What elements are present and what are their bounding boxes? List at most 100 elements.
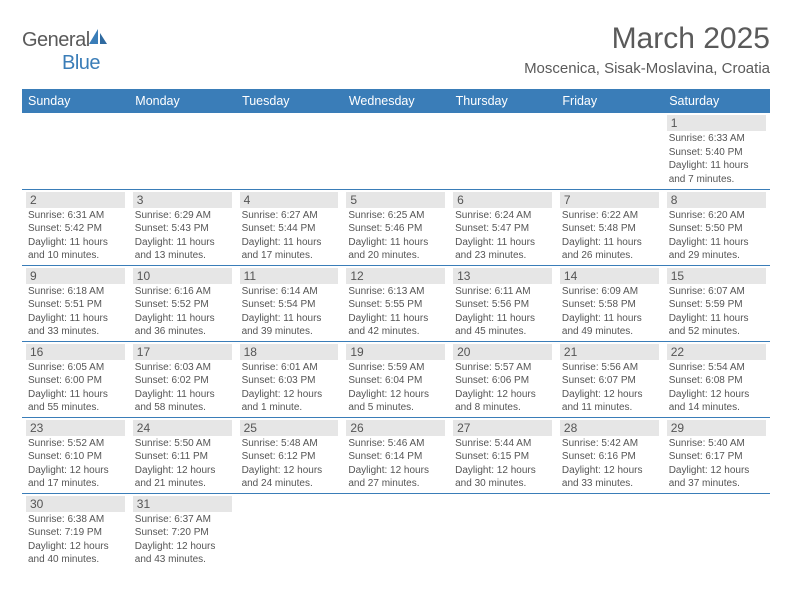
day-number: 30	[26, 496, 125, 512]
weekday-sun: Sunday	[22, 89, 129, 113]
sunrise-text: Sunrise: 5:44 AM	[455, 437, 550, 451]
day-number: 5	[346, 192, 445, 208]
calendar-row: 16Sunrise: 6:05 AMSunset: 6:00 PMDayligh…	[22, 341, 770, 417]
sunrise-text: Sunrise: 6:13 AM	[348, 285, 443, 299]
day-info: Sunrise: 6:37 AMSunset: 7:20 PMDaylight:…	[133, 513, 232, 567]
calendar-cell: 22Sunrise: 5:54 AMSunset: 6:08 PMDayligh…	[663, 341, 770, 417]
logo-text-1: General	[22, 29, 90, 51]
sunrise-text: Sunrise: 6:05 AM	[28, 361, 123, 375]
sunset-text: Sunset: 6:15 PM	[455, 450, 550, 464]
sunrise-text: Sunrise: 5:54 AM	[669, 361, 764, 375]
sunrise-text: Sunrise: 5:50 AM	[135, 437, 230, 451]
day-info: Sunrise: 5:40 AMSunset: 6:17 PMDaylight:…	[667, 437, 766, 491]
sunset-text: Sunset: 5:52 PM	[135, 298, 230, 312]
day-info: Sunrise: 6:01 AMSunset: 6:03 PMDaylight:…	[240, 361, 339, 415]
calendar-row: 23Sunrise: 5:52 AMSunset: 6:10 PMDayligh…	[22, 417, 770, 493]
sunset-text: Sunset: 5:44 PM	[242, 222, 337, 236]
daylight-text: Daylight: 11 hours and 23 minutes.	[455, 236, 550, 263]
sunset-text: Sunset: 5:40 PM	[669, 146, 764, 160]
calendar-cell: 7Sunrise: 6:22 AMSunset: 5:48 PMDaylight…	[556, 189, 663, 265]
calendar-cell: 19Sunrise: 5:59 AMSunset: 6:04 PMDayligh…	[342, 341, 449, 417]
sunset-text: Sunset: 5:54 PM	[242, 298, 337, 312]
day-number: 17	[133, 344, 232, 360]
daylight-text: Daylight: 11 hours and 55 minutes.	[28, 388, 123, 415]
day-number: 24	[133, 420, 232, 436]
day-number: 28	[560, 420, 659, 436]
day-number: 13	[453, 268, 552, 284]
weekday-wed: Wednesday	[342, 89, 449, 113]
day-number: 14	[560, 268, 659, 284]
calendar-cell: 27Sunrise: 5:44 AMSunset: 6:15 PMDayligh…	[449, 417, 556, 493]
day-info: Sunrise: 5:59 AMSunset: 6:04 PMDaylight:…	[346, 361, 445, 415]
daylight-text: Daylight: 12 hours and 43 minutes.	[135, 540, 230, 567]
daylight-text: Daylight: 12 hours and 8 minutes.	[455, 388, 550, 415]
day-number: 20	[453, 344, 552, 360]
day-info: Sunrise: 6:05 AMSunset: 6:00 PMDaylight:…	[26, 361, 125, 415]
calendar-cell	[342, 493, 449, 569]
daylight-text: Daylight: 12 hours and 11 minutes.	[562, 388, 657, 415]
daylight-text: Daylight: 12 hours and 27 minutes.	[348, 464, 443, 491]
sunrise-text: Sunrise: 5:52 AM	[28, 437, 123, 451]
weekday-fri: Friday	[556, 89, 663, 113]
daylight-text: Daylight: 11 hours and 52 minutes.	[669, 312, 764, 339]
calendar-row: 9Sunrise: 6:18 AMSunset: 5:51 PMDaylight…	[22, 265, 770, 341]
logo-text-2: Blue	[62, 52, 100, 74]
daylight-text: Daylight: 12 hours and 1 minute.	[242, 388, 337, 415]
sunset-text: Sunset: 5:58 PM	[562, 298, 657, 312]
sunrise-text: Sunrise: 6:14 AM	[242, 285, 337, 299]
sunset-text: Sunset: 6:17 PM	[669, 450, 764, 464]
sunset-text: Sunset: 5:55 PM	[348, 298, 443, 312]
daylight-text: Daylight: 11 hours and 26 minutes.	[562, 236, 657, 263]
weekday-thu: Thursday	[449, 89, 556, 113]
sunrise-text: Sunrise: 6:09 AM	[562, 285, 657, 299]
day-info: Sunrise: 5:44 AMSunset: 6:15 PMDaylight:…	[453, 437, 552, 491]
sunrise-text: Sunrise: 5:40 AM	[669, 437, 764, 451]
sunrise-text: Sunrise: 6:24 AM	[455, 209, 550, 223]
daylight-text: Daylight: 12 hours and 17 minutes.	[28, 464, 123, 491]
page-title: March 2025	[524, 22, 770, 56]
daylight-text: Daylight: 11 hours and 17 minutes.	[242, 236, 337, 263]
day-number: 8	[667, 192, 766, 208]
sunrise-text: Sunrise: 6:01 AM	[242, 361, 337, 375]
daylight-text: Daylight: 12 hours and 40 minutes.	[28, 540, 123, 567]
calendar-cell: 24Sunrise: 5:50 AMSunset: 6:11 PMDayligh…	[129, 417, 236, 493]
weekday-mon: Monday	[129, 89, 236, 113]
day-number: 1	[667, 115, 766, 131]
calendar-cell: 10Sunrise: 6:16 AMSunset: 5:52 PMDayligh…	[129, 265, 236, 341]
daylight-text: Daylight: 11 hours and 29 minutes.	[669, 236, 764, 263]
calendar-cell	[556, 113, 663, 189]
sunrise-text: Sunrise: 6:33 AM	[669, 132, 764, 146]
daylight-text: Daylight: 11 hours and 42 minutes.	[348, 312, 443, 339]
calendar-cell: 3Sunrise: 6:29 AMSunset: 5:43 PMDaylight…	[129, 189, 236, 265]
day-number: 15	[667, 268, 766, 284]
calendar-cell	[236, 113, 343, 189]
sunset-text: Sunset: 5:51 PM	[28, 298, 123, 312]
day-info: Sunrise: 6:03 AMSunset: 6:02 PMDaylight:…	[133, 361, 232, 415]
daylight-text: Daylight: 12 hours and 21 minutes.	[135, 464, 230, 491]
day-number: 22	[667, 344, 766, 360]
sunrise-text: Sunrise: 6:22 AM	[562, 209, 657, 223]
day-number: 12	[346, 268, 445, 284]
day-number: 26	[346, 420, 445, 436]
day-number: 10	[133, 268, 232, 284]
sunset-text: Sunset: 5:59 PM	[669, 298, 764, 312]
calendar-cell: 8Sunrise: 6:20 AMSunset: 5:50 PMDaylight…	[663, 189, 770, 265]
calendar-cell: 1Sunrise: 6:33 AMSunset: 5:40 PMDaylight…	[663, 113, 770, 189]
sunrise-text: Sunrise: 6:27 AM	[242, 209, 337, 223]
day-info: Sunrise: 6:09 AMSunset: 5:58 PMDaylight:…	[560, 285, 659, 339]
sunrise-text: Sunrise: 6:29 AM	[135, 209, 230, 223]
calendar-cell: 6Sunrise: 6:24 AMSunset: 5:47 PMDaylight…	[449, 189, 556, 265]
calendar-cell: 5Sunrise: 6:25 AMSunset: 5:46 PMDaylight…	[342, 189, 449, 265]
sunset-text: Sunset: 6:11 PM	[135, 450, 230, 464]
day-number: 21	[560, 344, 659, 360]
sunset-text: Sunset: 6:08 PM	[669, 374, 764, 388]
calendar-cell: 26Sunrise: 5:46 AMSunset: 6:14 PMDayligh…	[342, 417, 449, 493]
calendar-cell: 23Sunrise: 5:52 AMSunset: 6:10 PMDayligh…	[22, 417, 129, 493]
day-number: 16	[26, 344, 125, 360]
calendar-cell: 21Sunrise: 5:56 AMSunset: 6:07 PMDayligh…	[556, 341, 663, 417]
sunrise-text: Sunrise: 6:11 AM	[455, 285, 550, 299]
day-info: Sunrise: 6:24 AMSunset: 5:47 PMDaylight:…	[453, 209, 552, 263]
sunset-text: Sunset: 5:47 PM	[455, 222, 550, 236]
calendar-cell: 9Sunrise: 6:18 AMSunset: 5:51 PMDaylight…	[22, 265, 129, 341]
calendar-row: 2Sunrise: 6:31 AMSunset: 5:42 PMDaylight…	[22, 189, 770, 265]
